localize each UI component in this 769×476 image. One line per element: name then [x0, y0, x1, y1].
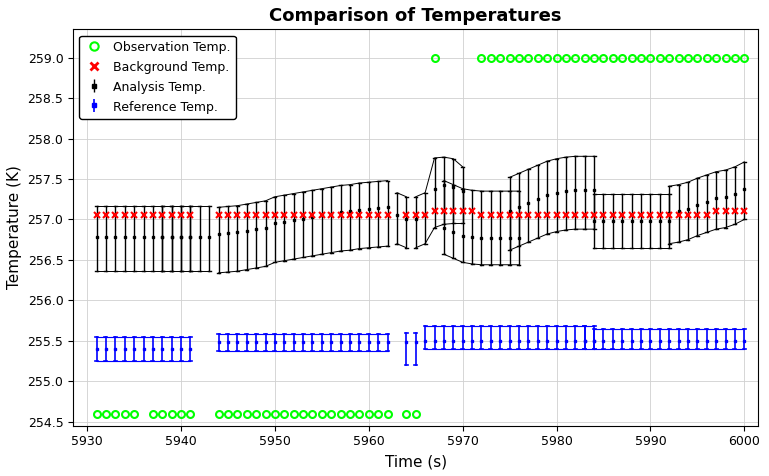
X-axis label: Time (s): Time (s) — [384, 454, 447, 469]
Y-axis label: Temperature (K): Temperature (K) — [7, 166, 22, 289]
Legend: Observation Temp., Background Temp., Analysis Temp., Reference Temp.: Observation Temp., Background Temp., Ana… — [79, 36, 235, 119]
Title: Comparison of Temperatures: Comparison of Temperatures — [269, 7, 562, 25]
